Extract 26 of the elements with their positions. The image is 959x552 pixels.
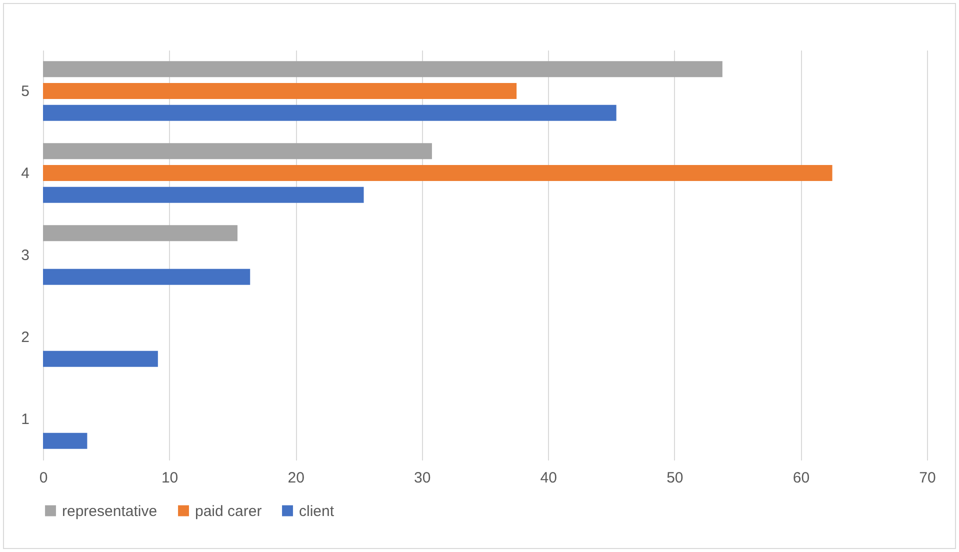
y-tick-label: 2 <box>21 329 30 346</box>
bar <box>43 83 517 99</box>
x-tick-label: 0 <box>39 470 48 486</box>
x-tick-label: 60 <box>792 470 810 486</box>
x-tick-label: 10 <box>161 470 178 486</box>
legend-label: paid carer <box>195 502 262 520</box>
bar <box>43 225 238 242</box>
y-tick-label: 3 <box>21 247 30 264</box>
bar <box>43 350 158 367</box>
y-tick-label: 1 <box>21 411 30 428</box>
legend-label: representative <box>62 502 158 520</box>
bar <box>43 165 832 181</box>
bar <box>43 61 722 78</box>
y-tick-label: 4 <box>21 165 30 182</box>
x-tick-label: 70 <box>919 470 936 486</box>
y-tick-label: 5 <box>21 83 30 100</box>
x-tick-label: 40 <box>540 470 557 486</box>
x-tick-label: 20 <box>288 470 304 486</box>
bar <box>43 268 250 285</box>
bar <box>43 432 88 449</box>
bar <box>43 186 364 203</box>
bar <box>43 104 616 121</box>
x-tick-label: 50 <box>666 470 684 486</box>
x-tick-label: 30 <box>414 470 431 486</box>
legend-label: client <box>299 502 335 520</box>
bar <box>43 143 432 160</box>
